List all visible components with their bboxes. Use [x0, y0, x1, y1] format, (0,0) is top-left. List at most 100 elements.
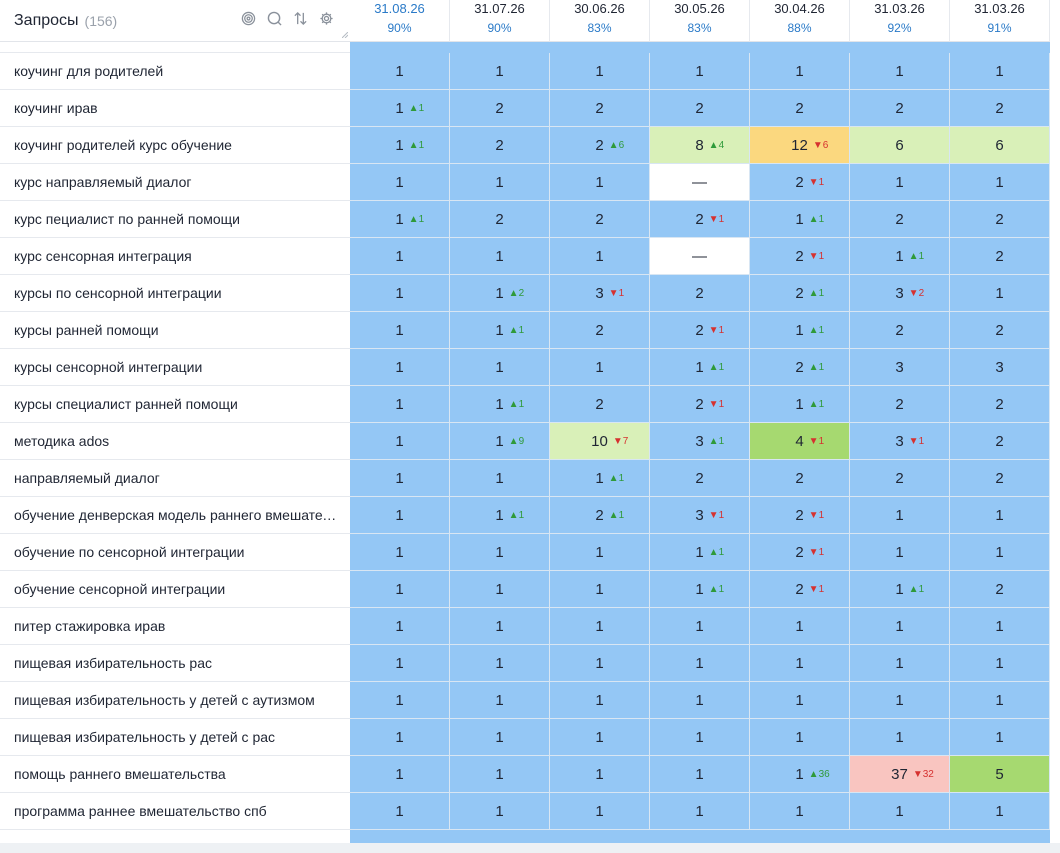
position-cell[interactable]: 2 — [850, 460, 950, 497]
position-cell[interactable]: 1 — [350, 460, 450, 497]
position-cell[interactable]: 2 — [950, 460, 1050, 497]
position-cell[interactable]: 1 — [850, 534, 950, 571]
position-cell[interactable]: — — [650, 164, 750, 201]
position-cell[interactable]: — — [650, 238, 750, 275]
position-cell[interactable]: 1 — [550, 571, 650, 608]
position-cell[interactable]: 2 — [850, 201, 950, 238]
position-cell[interactable]: 1 — [550, 645, 650, 682]
position-cell[interactable]: 3 — [950, 349, 1050, 386]
position-cell[interactable]: 1 — [650, 793, 750, 830]
position-cell[interactable]: 3 ▼2 — [850, 275, 950, 312]
position-cell[interactable]: 1 — [350, 756, 450, 793]
position-cell[interactable]: 1 — [750, 608, 850, 645]
position-cell[interactable]: 1 ▲1 — [350, 201, 450, 238]
position-cell[interactable]: 3 — [850, 349, 950, 386]
position-cell[interactable]: 1 ▲1 — [350, 127, 450, 164]
position-cell[interactable]: 1 — [850, 53, 950, 90]
date-column-header[interactable]: 31.08.26 90% — [350, 0, 450, 42]
position-cell[interactable]: 1 ▲1 — [650, 534, 750, 571]
position-cell[interactable]: 1 — [350, 571, 450, 608]
position-cell[interactable]: 2 — [850, 90, 950, 127]
gear-icon[interactable] — [318, 10, 334, 26]
position-cell[interactable]: 1 — [450, 349, 550, 386]
position-cell[interactable]: 37 ▼32 — [850, 756, 950, 793]
position-cell[interactable]: 2 — [850, 386, 950, 423]
position-cell[interactable]: 1 — [850, 682, 950, 719]
query-label[interactable]: питер стажировка ирав — [0, 608, 350, 645]
position-cell[interactable]: 1 — [750, 645, 850, 682]
date-column-header[interactable]: 30.04.26 88% — [750, 0, 850, 42]
position-cell[interactable]: 1 — [650, 682, 750, 719]
position-cell[interactable]: 1 — [450, 793, 550, 830]
position-cell[interactable]: 2 — [650, 275, 750, 312]
query-label[interactable]: коучинг для родителей — [0, 53, 350, 90]
position-cell[interactable]: 6 — [850, 127, 950, 164]
query-label[interactable]: пищевая избирательность у детей с рас — [0, 719, 350, 756]
position-cell[interactable]: 1 — [350, 238, 450, 275]
position-cell[interactable]: 1 — [450, 571, 550, 608]
position-cell[interactable]: 2 ▲6 — [550, 127, 650, 164]
position-cell[interactable]: 1 ▲1 — [650, 571, 750, 608]
query-label[interactable]: коучинг родителей курс обучение — [0, 127, 350, 164]
date-column-header[interactable]: 31.07.26 90% — [450, 0, 550, 42]
query-label[interactable]: курсы ранней помощи — [0, 312, 350, 349]
position-cell[interactable]: 1 — [650, 608, 750, 645]
query-label[interactable]: курс сенсорная интеграция — [0, 238, 350, 275]
position-cell[interactable]: 2 — [950, 312, 1050, 349]
position-cell[interactable]: 1 — [850, 164, 950, 201]
position-cell[interactable]: 3 ▼1 — [650, 497, 750, 534]
query-label[interactable]: коучинг ирав — [0, 90, 350, 127]
position-cell[interactable]: 1 — [950, 719, 1050, 756]
query-label[interactable]: обучение денверская модель раннего вмеша… — [0, 497, 350, 534]
position-cell[interactable]: 1 — [850, 719, 950, 756]
position-cell[interactable]: 2 — [750, 90, 850, 127]
position-cell[interactable]: 1 ▲1 — [450, 312, 550, 349]
position-cell[interactable]: 1 — [350, 275, 450, 312]
position-cell[interactable]: 1 ▲1 — [550, 460, 650, 497]
query-label[interactable]: обучение сенсорной интеграции — [0, 571, 350, 608]
position-cell[interactable]: 1 — [350, 534, 450, 571]
position-cell[interactable]: 2 ▲1 — [550, 497, 650, 534]
position-cell[interactable]: 2 ▼1 — [750, 534, 850, 571]
position-cell[interactable]: 1 ▲1 — [450, 386, 550, 423]
position-cell[interactable]: 3 ▲1 — [650, 423, 750, 460]
position-cell[interactable]: 1 — [450, 238, 550, 275]
position-cell[interactable]: 1 ▲1 — [650, 349, 750, 386]
position-cell[interactable]: 4 ▼1 — [750, 423, 850, 460]
position-cell[interactable]: 12 ▼6 — [750, 127, 850, 164]
position-cell[interactable]: 2 — [650, 90, 750, 127]
position-cell[interactable]: 1 ▲1 — [750, 201, 850, 238]
position-cell[interactable]: 1 — [550, 608, 650, 645]
position-cell[interactable]: 2 — [550, 201, 650, 238]
position-cell[interactable]: 5 — [950, 756, 1050, 793]
position-cell[interactable]: 1 — [950, 608, 1050, 645]
position-cell[interactable]: 1 — [450, 608, 550, 645]
position-cell[interactable]: 1 — [950, 53, 1050, 90]
query-label[interactable]: курс направляемый диалог — [0, 164, 350, 201]
position-cell[interactable]: 2 — [950, 201, 1050, 238]
position-cell[interactable]: 1 ▲9 — [450, 423, 550, 460]
position-cell[interactable]: 1 — [350, 164, 450, 201]
position-cell[interactable]: 8 ▲4 — [650, 127, 750, 164]
position-cell[interactable]: 1 — [450, 645, 550, 682]
sort-icon[interactable] — [292, 10, 308, 26]
position-cell[interactable]: 2 ▼1 — [650, 386, 750, 423]
position-cell[interactable]: 1 — [350, 312, 450, 349]
position-cell[interactable]: 2 — [450, 127, 550, 164]
position-cell[interactable]: 2 — [850, 312, 950, 349]
position-cell[interactable]: 2 — [650, 460, 750, 497]
position-cell[interactable]: 1 — [350, 423, 450, 460]
position-cell[interactable]: 1 — [450, 682, 550, 719]
position-cell[interactable]: 6 — [950, 127, 1050, 164]
position-cell[interactable]: 2 — [950, 90, 1050, 127]
position-cell[interactable]: 1 — [950, 275, 1050, 312]
position-cell[interactable]: 10 ▼7 — [550, 423, 650, 460]
position-cell[interactable]: 1 ▲1 — [350, 90, 450, 127]
position-cell[interactable]: 1 — [450, 719, 550, 756]
position-cell[interactable]: 2 — [450, 90, 550, 127]
position-cell[interactable]: 1 — [950, 164, 1050, 201]
position-cell[interactable]: 2 — [950, 423, 1050, 460]
position-cell[interactable]: 2 ▼1 — [650, 201, 750, 238]
search-icon[interactable] — [266, 10, 282, 26]
position-cell[interactable]: 3 ▼1 — [850, 423, 950, 460]
